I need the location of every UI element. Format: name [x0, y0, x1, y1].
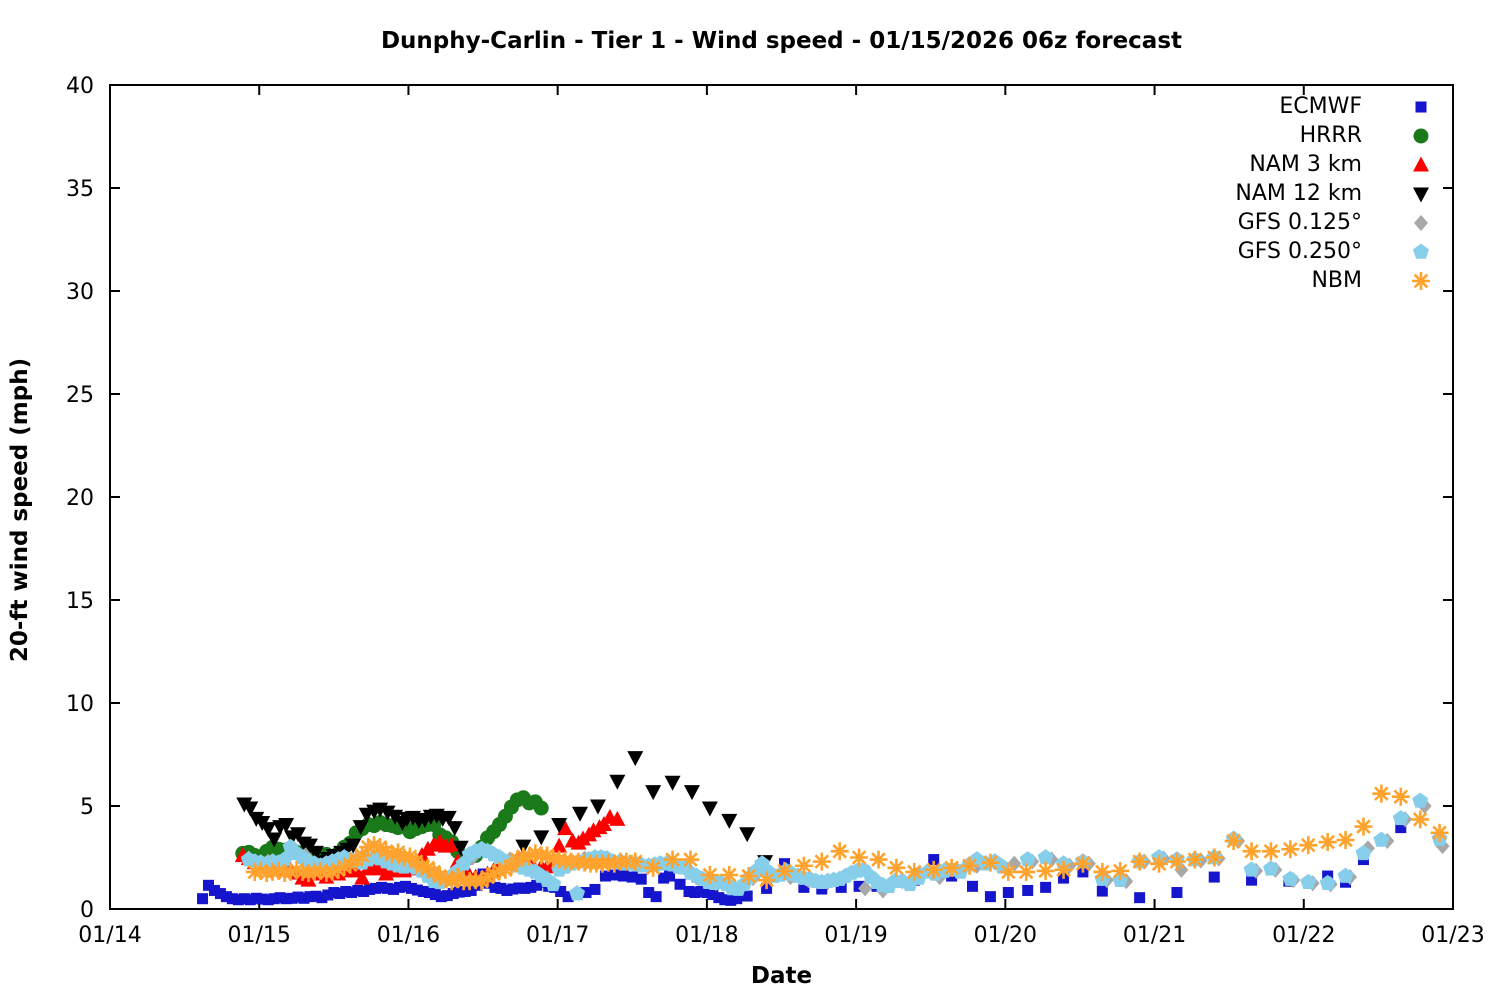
y-tick-label: 25	[66, 383, 94, 408]
y-tick-label: 0	[80, 898, 94, 923]
legend: ECMWF HRRR NAM 3 km NAM 12 km GFS 0.125° GFS …	[1235, 92, 1438, 295]
chart-title: Dunphy-Carlin - Tier 1 - Wind speed - 01…	[380, 28, 1183, 54]
legend-label: NAM 3 km	[1249, 152, 1362, 177]
legend-label: ECMWF	[1279, 94, 1362, 119]
y-tick-label: 10	[66, 692, 94, 717]
triangle-up-marker-icon	[1413, 156, 1429, 171]
legend-label: NBM	[1311, 268, 1362, 293]
legend-label: GFS 0.125°	[1237, 210, 1362, 235]
x-axis-label: Date	[750, 963, 813, 989]
pentagon-marker-icon	[1413, 243, 1429, 259]
legend-item-nam-12-km: NAM 12 km	[1235, 179, 1438, 208]
y-tick-label: 15	[66, 589, 94, 614]
x-tick-label: 01/15	[228, 923, 291, 948]
legend-item-hrrr: HRRR	[1235, 121, 1438, 150]
y-tick-label: 35	[66, 177, 94, 202]
x-tick-label: 01/16	[377, 923, 440, 948]
asterisk-marker-icon	[1412, 271, 1430, 290]
series-nbm	[245, 784, 1449, 891]
x-tick-label: 01/18	[675, 923, 738, 948]
x-tick-label: 01/23	[1421, 923, 1484, 948]
circle-marker-icon	[1413, 128, 1429, 143]
legend-item-nam-3-km: NAM 3 km	[1235, 150, 1438, 179]
x-tick-label: 01/14	[78, 923, 141, 948]
square-marker-icon	[1415, 101, 1427, 112]
triangle-down-marker-icon	[1413, 187, 1429, 202]
y-tick-label: 40	[66, 74, 94, 99]
x-tick-label: 01/21	[1123, 923, 1186, 948]
y-tick-label: 5	[80, 795, 94, 820]
legend-label: GFS 0.250°	[1237, 239, 1362, 264]
legend-label: NAM 12 km	[1235, 181, 1362, 206]
y-tick-label: 20	[66, 486, 94, 511]
legend-item-ecmwf: ECMWF	[1235, 92, 1438, 121]
legend-item-gfs-0-250-: GFS 0.250°	[1235, 237, 1438, 266]
legend-item-gfs-0-125-: GFS 0.125°	[1235, 208, 1438, 237]
y-tick-label: 30	[66, 280, 94, 305]
series-nam-12-km	[236, 751, 774, 871]
diamond-marker-icon	[1414, 214, 1428, 231]
x-tick-label: 01/19	[824, 923, 887, 948]
legend-label: HRRR	[1299, 123, 1362, 148]
x-tick-label: 01/17	[526, 923, 589, 948]
x-tick-label: 01/22	[1272, 923, 1335, 948]
legend-item-nbm: NBM	[1235, 266, 1438, 295]
x-tick-label: 01/20	[974, 923, 1037, 948]
